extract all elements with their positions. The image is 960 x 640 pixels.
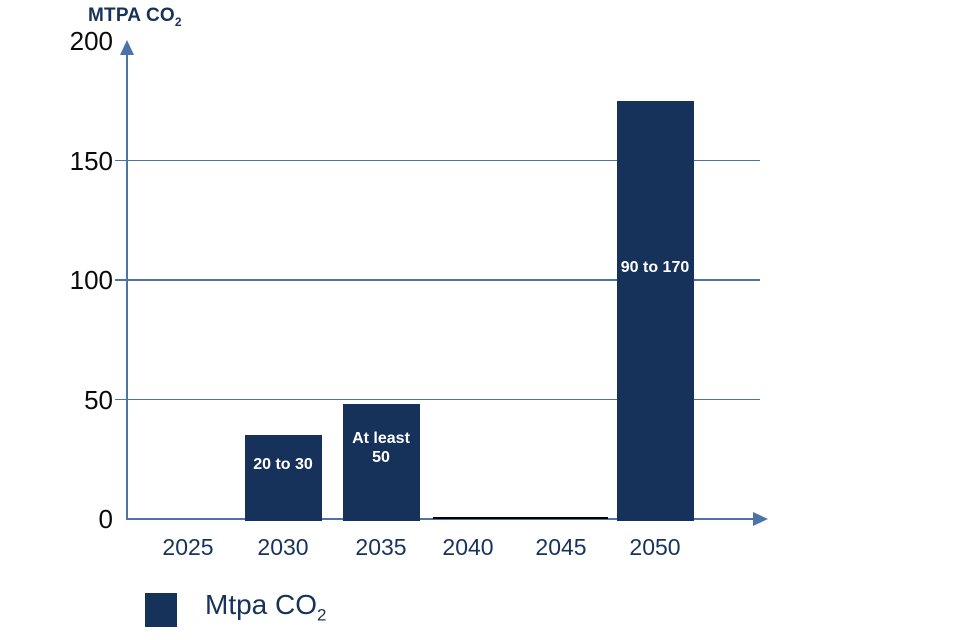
x-tick-label-2030: 2030: [257, 534, 309, 560]
arrow-up-icon: [120, 40, 134, 55]
y-axis-title-text: MTPA CO: [88, 5, 175, 26]
y-axis-title: MTPA CO2: [88, 5, 182, 29]
bar-value-label-2050: 90 to 170: [620, 259, 690, 276]
bar-2035: At least 50: [342, 404, 420, 521]
x-tick-label-2040: 2040: [442, 534, 494, 560]
y-tick-label-0: 0: [98, 504, 113, 534]
legend-label-subscript: 2: [317, 605, 327, 625]
x-tick-label-2035: 2035: [355, 534, 407, 560]
gridline-100: [115, 279, 760, 281]
x-tick-label-2025: 2025: [162, 534, 214, 560]
y-axis-title-subscript: 2: [174, 14, 182, 29]
bar-value-label-2035: At least 50: [352, 430, 410, 466]
bar-2050: 90 to 170: [616, 101, 694, 521]
bar-2030: 20 to 30: [244, 435, 322, 521]
y-axis-line: [126, 52, 128, 520]
x-tick-label-2045: 2045: [535, 534, 587, 560]
gridline-150: [115, 159, 760, 162]
legend-label: Mtpa CO2: [205, 588, 327, 633]
legend: Mtpa CO2: [145, 588, 327, 633]
x-tick-label-2050: 2050: [629, 534, 681, 560]
zero-baseline-segment: [433, 516, 608, 519]
y-tick-label-100: 100: [69, 265, 113, 295]
x-axis-line: [127, 518, 754, 520]
arrow-right-icon: [753, 512, 768, 526]
legend-label-text: Mtpa CO: [205, 589, 318, 620]
y-tick-label-50: 50: [84, 384, 113, 415]
y-tick-label-200: 200: [69, 26, 113, 56]
y-tick-label-150: 150: [69, 145, 113, 176]
legend-swatch: [145, 593, 177, 628]
bar-value-label-2030: 20 to 30: [253, 456, 313, 473]
gridline-50: [115, 398, 760, 401]
